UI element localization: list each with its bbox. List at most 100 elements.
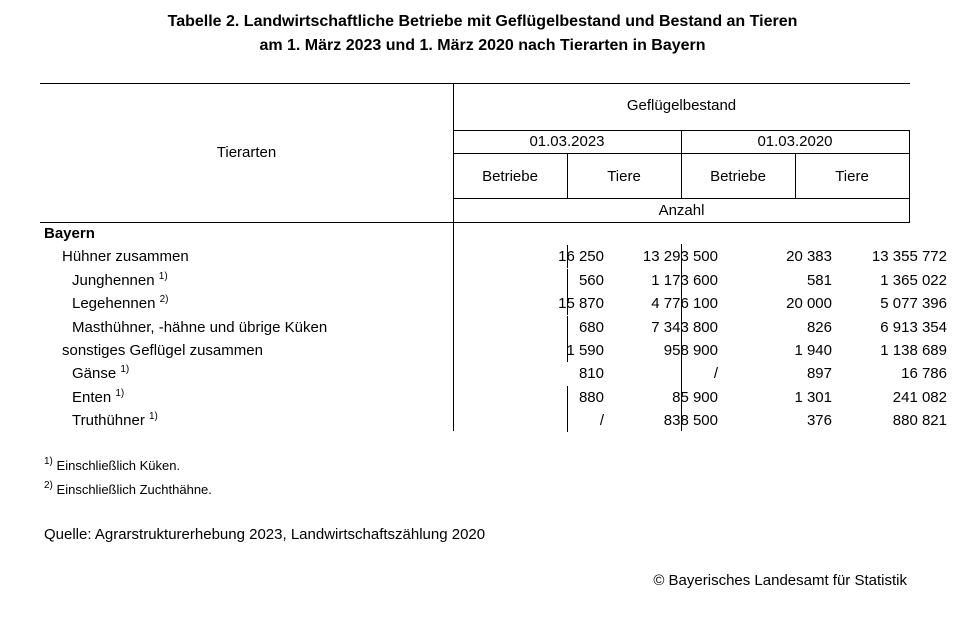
rule-v bbox=[567, 385, 568, 409]
title-line-2: am 1. März 2023 und 1. März 2020 nach Ti… bbox=[259, 37, 706, 54]
cell-t20: 16 786 bbox=[901, 365, 947, 383]
row-label-text: sonstiges Geflügel zusammen bbox=[62, 342, 263, 359]
row-label-text: Gänse bbox=[72, 365, 117, 383]
table-row: Hühner zusammen 16 250 13 293 500 20 383 13 … bbox=[40, 245, 947, 269]
rule-v bbox=[567, 339, 568, 362]
title-line-1: Tabelle 2. Landwirtschaftliche Betriebe … bbox=[167, 13, 798, 30]
rule-v bbox=[567, 315, 568, 339]
header-betriebe: Betriebe bbox=[482, 168, 538, 185]
footnote-ref: 1) bbox=[115, 387, 125, 399]
row-label: Truthühner 1) bbox=[72, 409, 158, 432]
rule-v bbox=[681, 244, 682, 431]
cell-b23: 680 bbox=[578, 318, 604, 336]
row-label-text: Enten bbox=[72, 388, 112, 406]
rule-v bbox=[567, 268, 568, 292]
cell-t23: 85 900 bbox=[672, 388, 718, 406]
footnote-2: 2) Einschließlich Zuchthähne. bbox=[44, 480, 212, 498]
row-label-text: Bayern bbox=[44, 225, 95, 242]
rule-v bbox=[909, 130, 910, 222]
cell-b20: 897 bbox=[806, 365, 832, 383]
header-betriebe: Betriebe bbox=[710, 168, 766, 185]
table-row: Bayern bbox=[40, 222, 910, 245]
rule-top bbox=[40, 83, 910, 84]
rule bbox=[453, 198, 910, 199]
footnote-ref: 1) bbox=[120, 364, 130, 376]
cell-t20: 241 082 bbox=[892, 388, 947, 406]
header-unit: Anzahl bbox=[658, 202, 705, 219]
header-gefluegelbestand: Geflügelbestand bbox=[626, 97, 737, 114]
header-date-2020: 01.03.2020 bbox=[757, 133, 833, 150]
cell-b23: 810 bbox=[578, 365, 604, 383]
cell-b20: 1 301 bbox=[794, 388, 832, 406]
row-label-text: Masthühner, -hähne und übrige Küken bbox=[72, 318, 328, 336]
cell-b20: 1 940 bbox=[794, 342, 832, 359]
rule-header-bottom bbox=[40, 222, 910, 223]
row-label: Legehennen 2) bbox=[72, 292, 169, 315]
header-tierarten: Tierarten bbox=[216, 144, 277, 161]
cell-t23: / bbox=[713, 365, 718, 383]
footnote-text: Einschließlich Küken. bbox=[56, 458, 181, 473]
cell-b20: 20 383 bbox=[786, 248, 832, 266]
cell-t23: 7 343 800 bbox=[651, 318, 718, 336]
rule-v bbox=[795, 153, 796, 198]
cell-t20: 6 913 354 bbox=[880, 318, 947, 336]
rule-v bbox=[567, 409, 568, 433]
cell-t23: 4 776 100 bbox=[651, 295, 718, 313]
rule-v bbox=[567, 153, 568, 198]
row-label: Hühner zusammen bbox=[62, 245, 189, 268]
cell-b20: 20 000 bbox=[786, 295, 832, 313]
header-tiere: Tiere bbox=[607, 168, 641, 185]
cell-t23: 1 173 600 bbox=[651, 271, 718, 289]
table-row: sonstiges Geflügel zusammen 1 590 958 900 1… bbox=[40, 339, 947, 362]
row-label: Enten 1) bbox=[72, 386, 124, 409]
cell-b23: 1 590 bbox=[566, 342, 604, 359]
row-label-text: Truthühner bbox=[72, 412, 145, 430]
cell-b20: 376 bbox=[806, 412, 832, 430]
cell-t23: 958 900 bbox=[663, 342, 718, 359]
header-tiere: Tiere bbox=[835, 168, 869, 185]
footnote-ref: 1) bbox=[158, 270, 168, 282]
cell-b23: 16 250 bbox=[558, 248, 604, 266]
cell-b23: 880 bbox=[578, 388, 604, 406]
cell-b23: 560 bbox=[578, 271, 604, 289]
footnote-ref: 2) bbox=[159, 294, 169, 306]
row-label-text: Legehennen bbox=[72, 295, 156, 313]
row-label: Gänse 1) bbox=[72, 362, 129, 385]
footnote-text: Einschließlich Zuchthähne. bbox=[56, 482, 212, 497]
table-row: Junghennen 1) 560 1 173 600 581 1 365 022 bbox=[40, 268, 947, 292]
header-date-2023: 01.03.2023 bbox=[529, 133, 605, 150]
rule-v bbox=[681, 130, 682, 198]
table-row: Legehennen 2) 15 870 4 776 100 20 000 5 077 … bbox=[40, 292, 947, 316]
cell-t20: 880 821 bbox=[892, 412, 947, 430]
row-label-text: Hühner zusammen bbox=[62, 248, 189, 266]
table-title: Tabelle 2. Landwirtschaftliche Betriebe … bbox=[0, 10, 965, 58]
footnote-ref: 1) bbox=[149, 411, 158, 423]
table-row: Masthühner, -hähne und übrige Küken 680 7 … bbox=[40, 315, 947, 339]
cell-b20: 581 bbox=[806, 271, 832, 289]
cell-t20: 5 077 396 bbox=[880, 295, 947, 313]
row-label-text: Junghennen bbox=[72, 271, 155, 289]
cell-t23: 13 293 500 bbox=[642, 248, 718, 266]
footnote-mark: 2) bbox=[44, 480, 53, 491]
table-row: Gänse 1) 810 / 897 16 786 bbox=[40, 362, 947, 385]
row-label: Bayern bbox=[44, 222, 95, 245]
copyright: © Bayerisches Landesamt für Statistik bbox=[653, 572, 907, 589]
cell-t20: 13 355 772 bbox=[871, 248, 947, 266]
cell-t20: 1 365 022 bbox=[880, 271, 947, 289]
source-note: Quelle: Agrarstrukturerhebung 2023, Land… bbox=[44, 526, 486, 543]
row-label: sonstiges Geflügel zusammen bbox=[62, 339, 263, 362]
cell-t20: 1 138 689 bbox=[880, 342, 947, 359]
cell-b23: / bbox=[599, 412, 604, 430]
footnote-1: 1) Einschließlich Küken. bbox=[44, 456, 181, 474]
rule-v bbox=[567, 245, 568, 269]
cell-t23: 838 500 bbox=[663, 412, 718, 430]
footnote-mark: 1) bbox=[44, 456, 53, 467]
table-row: Enten 1) 880 85 900 1 301 241 082 bbox=[40, 385, 947, 409]
row-label: Junghennen 1) bbox=[72, 269, 168, 292]
rule-v bbox=[567, 292, 568, 316]
table-row: Truthühner 1) / 838 500 376 880 821 bbox=[40, 409, 947, 433]
cell-b23: 15 870 bbox=[558, 295, 604, 313]
rule-v bbox=[453, 83, 454, 431]
cell-b20: 826 bbox=[806, 318, 832, 336]
